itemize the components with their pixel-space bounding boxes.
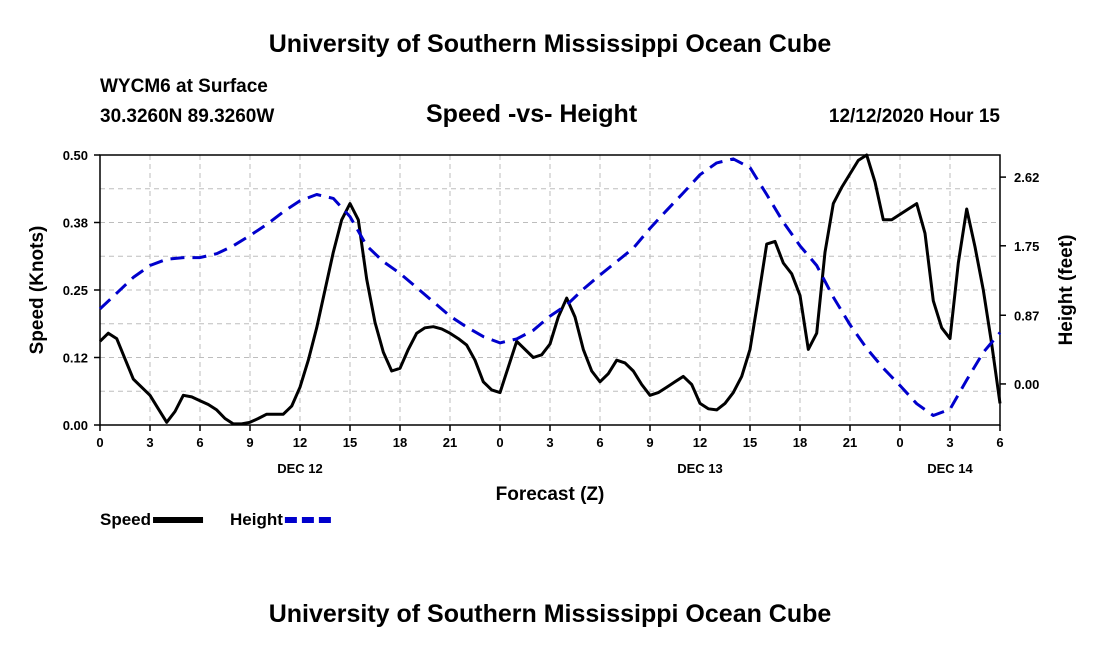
x-tick-label: 15: [343, 435, 357, 450]
station-name: WYCM6 at Surface: [100, 76, 268, 97]
x-tick-label: 0: [896, 435, 903, 450]
page-title: University of Southern Mississippi Ocean…: [268, 30, 832, 58]
date-label: DEC 14: [927, 461, 973, 476]
date-label: DEC 12: [277, 461, 323, 476]
x-tick-label: 9: [246, 435, 253, 450]
legend-label-height: Height: [230, 510, 283, 529]
x-tick-label: 21: [843, 435, 857, 450]
y2-tick-label: 0.87: [1014, 308, 1039, 323]
y-tick-label: 0.25: [63, 283, 88, 298]
x-tick-label: 15: [743, 435, 757, 450]
x-tick-label: 3: [146, 435, 153, 450]
footer-title: University of Southern Mississippi Ocean…: [268, 600, 832, 628]
x-tick-label: 0: [96, 435, 103, 450]
series-height-line: [98, 157, 1002, 417]
series-speed-line: [98, 153, 1002, 426]
date-label: DEC 13: [677, 461, 723, 476]
x-axis-label: Forecast (Z): [496, 484, 605, 505]
x-tick-label: 6: [996, 435, 1003, 450]
y-axis-label: Speed (Knots): [27, 226, 48, 355]
y-tick-label: 0.38: [63, 216, 88, 231]
x-tick-label: 3: [546, 435, 553, 450]
y-tick-label: 0.12: [63, 351, 88, 366]
legend-label-speed: Speed: [100, 510, 151, 529]
y-tick-label: 0.00: [63, 418, 88, 433]
x-tick-label: 18: [793, 435, 807, 450]
x-tick-label: 6: [196, 435, 203, 450]
x-tick-label: 21: [443, 435, 457, 450]
forecast-datetime: 12/12/2020 Hour 15: [828, 106, 1000, 127]
y2-tick-label: 0.00: [1014, 377, 1039, 392]
x-tick-label: 9: [646, 435, 653, 450]
station-coordinates: 30.3260N 89.3260W: [100, 106, 275, 127]
x-tick-label: 3: [946, 435, 953, 450]
y2-tick-label: 2.62: [1014, 170, 1039, 185]
y2-axis-label: Height (feet): [1056, 235, 1077, 346]
x-tick-label: 12: [293, 435, 307, 450]
x-tick-label: 18: [393, 435, 407, 450]
x-tick-label: 0: [496, 435, 503, 450]
y-tick-label: 0.50: [63, 148, 88, 163]
y2-tick-label: 1.75: [1014, 239, 1039, 254]
x-tick-label: 12: [693, 435, 707, 450]
x-tick-label: 6: [596, 435, 603, 450]
chart-title: Speed -vs- Height: [426, 100, 638, 128]
